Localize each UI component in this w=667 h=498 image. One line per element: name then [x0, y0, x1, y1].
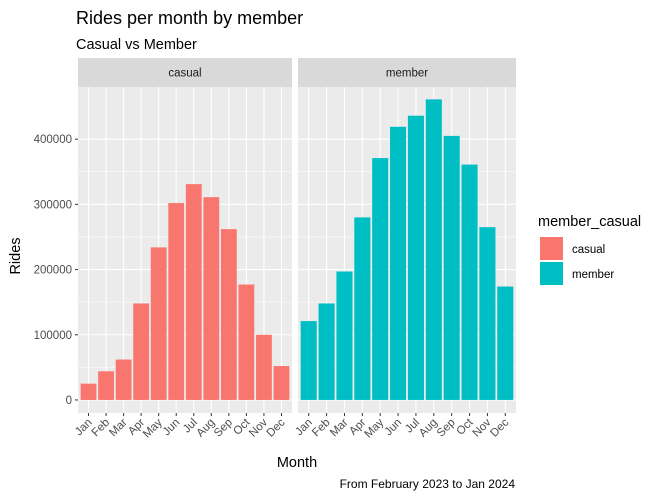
legend-title: member_casual: [538, 214, 641, 230]
facet-strip-label: member: [386, 68, 428, 80]
bar-casual-Dec: [273, 366, 290, 400]
bar-member-Jun: [390, 126, 407, 400]
bar-member-Nov: [479, 227, 496, 400]
x-tick-label: Feb: [310, 417, 333, 440]
facet-strip: [298, 58, 516, 87]
x-tick-label: Jan: [293, 417, 315, 439]
bar-casual-Aug: [203, 197, 220, 400]
y-tick-label: 200000: [34, 265, 72, 277]
bar-casual-May: [150, 247, 167, 400]
x-tick-label: Jun: [161, 417, 183, 439]
bar-casual-Jan: [80, 383, 97, 400]
bar-member-Dec: [497, 286, 514, 400]
bar-member-Mar: [336, 271, 353, 400]
y-axis: 0 100000 200000 300000 400000: [34, 134, 78, 407]
x-tick-label: Jun: [383, 417, 405, 439]
facet-panel-casual: casualJanFebMarAprMayJunJulAugSepOctNovD…: [73, 58, 292, 440]
bar-casual-Jun: [168, 203, 185, 400]
x-tick-label: Dec: [488, 416, 511, 439]
legend-key-casual: [540, 237, 563, 260]
bar-member-Feb: [318, 303, 335, 400]
facet-panels: casualJanFebMarAprMayJunJulAugSepOctNovD…: [73, 58, 516, 440]
bar-member-Aug: [425, 99, 442, 400]
bar-casual-Nov: [256, 334, 272, 400]
bar-member-Sep: [443, 135, 460, 400]
facet-strip: [78, 58, 292, 87]
x-axis-title: Month: [277, 455, 317, 471]
x-tick-label: Mar: [328, 417, 351, 440]
y-tick-label: 300000: [34, 199, 72, 211]
bar-casual-Apr: [133, 303, 150, 400]
bar-member-Oct: [461, 164, 478, 400]
x-tick-label: Dec: [265, 416, 288, 439]
bar-casual-Sep: [220, 229, 237, 400]
chart-title: Rides per month by member: [76, 8, 303, 28]
x-tick-label: Jan: [73, 417, 95, 439]
bar-member-Jul: [407, 115, 424, 400]
bar-member-May: [372, 158, 389, 400]
y-axis-title: Rides: [8, 237, 24, 274]
bar-casual-Mar: [115, 359, 132, 400]
facet-panel-member: memberJanFebMarAprMayJunJulAugSepOctNovD…: [293, 58, 516, 440]
legend-label-member: member: [572, 269, 614, 281]
facet-strip-label: casual: [168, 68, 201, 80]
y-tick-label: 0: [66, 395, 72, 407]
bar-member-Jan: [300, 321, 317, 400]
bar-casual-Feb: [98, 371, 114, 400]
y-tick-label: 400000: [34, 134, 72, 146]
chart-subtitle: Casual vs Member: [76, 37, 197, 53]
chart-caption: From February 2023 to Jan 2024: [340, 477, 516, 491]
bar-member-Apr: [354, 217, 371, 400]
legend-label-casual: casual: [572, 244, 605, 256]
legend-key-member: [540, 262, 563, 285]
y-tick-label: 100000: [34, 330, 72, 342]
bar-casual-Oct: [238, 284, 255, 400]
bar-casual-Jul: [185, 184, 202, 400]
legend: member_casual casual member: [538, 214, 641, 285]
